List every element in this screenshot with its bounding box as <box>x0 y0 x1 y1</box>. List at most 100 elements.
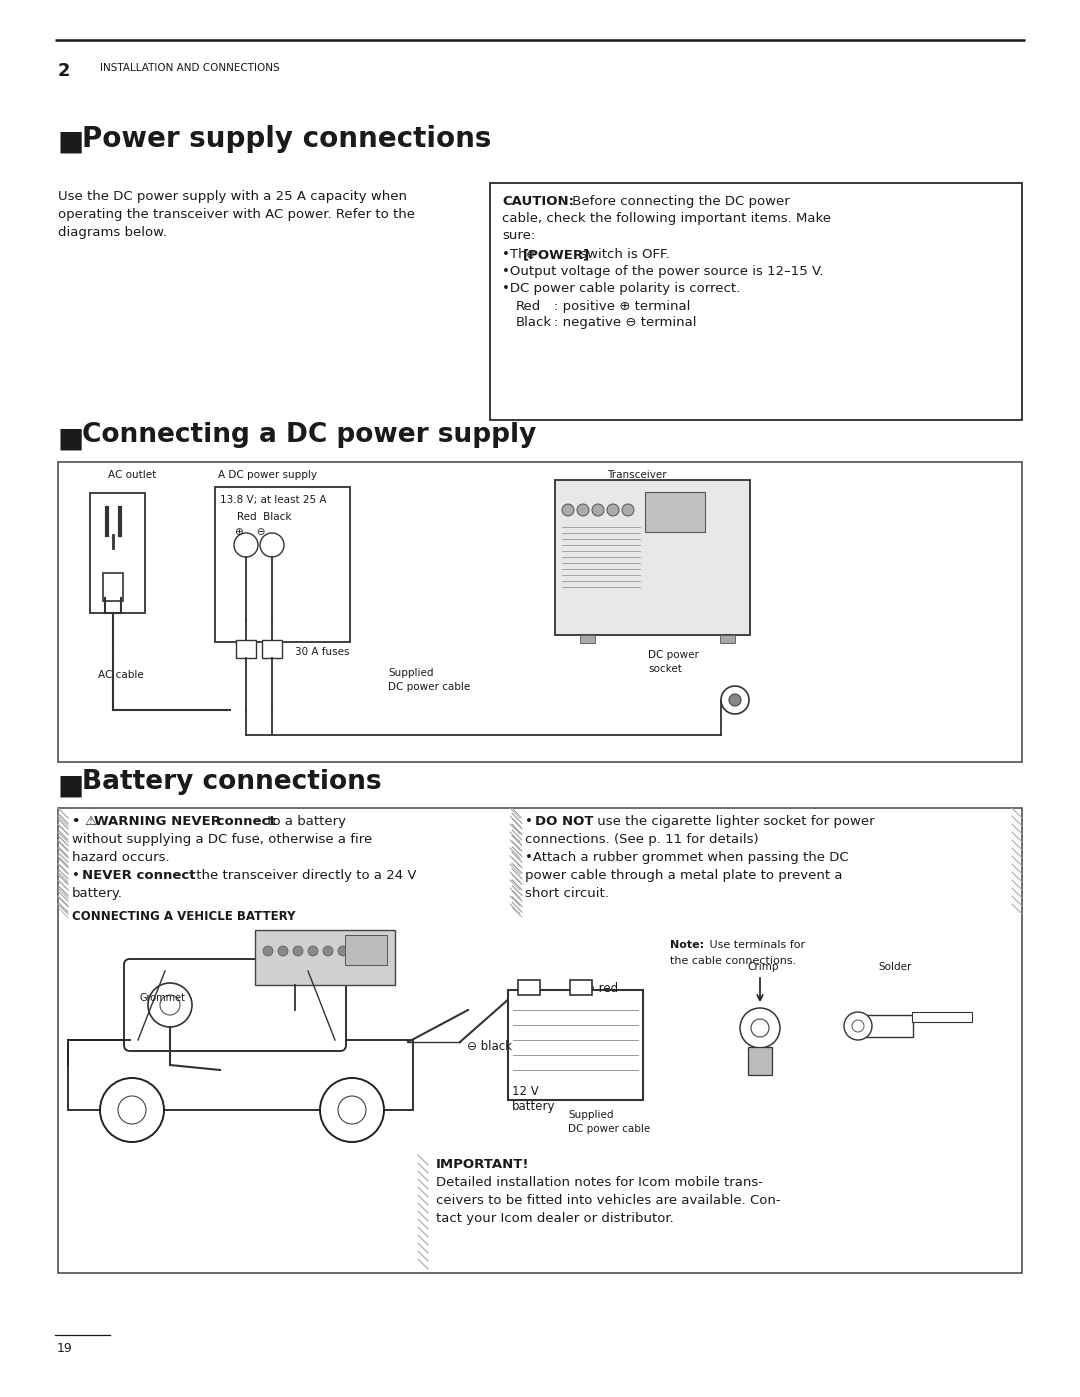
Circle shape <box>622 504 634 515</box>
Text: ceivers to be fitted into vehicles are available. Con-: ceivers to be fitted into vehicles are a… <box>436 1194 781 1207</box>
Text: Connecting a DC power supply: Connecting a DC power supply <box>82 422 537 448</box>
Text: Detailed installation notes for Icom mobile trans-: Detailed installation notes for Icom mob… <box>436 1176 762 1189</box>
Bar <box>68 1039 413 1111</box>
Circle shape <box>843 1011 872 1039</box>
Circle shape <box>562 504 573 515</box>
Circle shape <box>323 946 333 956</box>
Circle shape <box>100 1078 164 1141</box>
Text: CAUTION:: CAUTION: <box>502 196 573 208</box>
Text: NEVER connect: NEVER connect <box>82 869 195 882</box>
Bar <box>262 640 282 658</box>
Circle shape <box>740 1009 780 1048</box>
Text: Transceiver: Transceiver <box>607 469 666 481</box>
Text: AC outlet: AC outlet <box>108 469 157 481</box>
Text: the transceiver directly to a 24 V: the transceiver directly to a 24 V <box>192 869 417 882</box>
Text: sure:: sure: <box>502 229 536 242</box>
Circle shape <box>160 995 180 1016</box>
Text: socket: socket <box>648 664 681 673</box>
Text: Crimp: Crimp <box>747 963 779 972</box>
Text: ⊕ red: ⊕ red <box>585 982 618 995</box>
Circle shape <box>721 686 750 714</box>
Text: • ⚠: • ⚠ <box>72 814 97 828</box>
Text: connect: connect <box>212 814 275 828</box>
Text: ⊖ black: ⊖ black <box>467 1039 512 1053</box>
Text: ■: ■ <box>57 425 83 453</box>
Text: battery: battery <box>512 1099 555 1113</box>
Circle shape <box>353 946 363 956</box>
Text: Note:: Note: <box>670 940 704 950</box>
Text: DC power cable: DC power cable <box>388 682 470 692</box>
Bar <box>858 1016 913 1037</box>
Text: •The: •The <box>502 249 539 261</box>
Text: •DC power cable polarity is correct.: •DC power cable polarity is correct. <box>502 282 740 295</box>
Text: : negative ⊖ terminal: : negative ⊖ terminal <box>554 316 697 330</box>
Text: •: • <box>525 814 532 828</box>
Text: the cable connections.: the cable connections. <box>670 956 796 965</box>
Text: WARNING NEVER: WARNING NEVER <box>94 814 221 828</box>
Bar <box>345 935 387 965</box>
Text: ⊕    ⊖: ⊕ ⊖ <box>235 527 266 536</box>
Text: switch is OFF.: switch is OFF. <box>576 249 670 261</box>
Bar <box>720 636 735 643</box>
Text: DC power cable: DC power cable <box>568 1125 650 1134</box>
Text: Solder: Solder <box>878 963 912 972</box>
Bar <box>237 640 256 658</box>
Text: operating the transceiver with AC power. Refer to the: operating the transceiver with AC power.… <box>58 208 415 221</box>
Bar <box>103 573 123 601</box>
Circle shape <box>729 694 741 705</box>
Circle shape <box>852 1020 864 1032</box>
Text: diagrams below.: diagrams below. <box>58 226 167 239</box>
Circle shape <box>260 534 284 557</box>
Text: Black: Black <box>516 316 552 330</box>
Text: hazard occurs.: hazard occurs. <box>72 851 170 863</box>
Bar <box>58 462 1022 761</box>
Text: Grommet: Grommet <box>140 993 186 1003</box>
Text: Supplied: Supplied <box>568 1111 613 1120</box>
Circle shape <box>338 946 348 956</box>
Bar <box>518 981 540 995</box>
Text: ■: ■ <box>57 129 83 156</box>
Text: 12 V: 12 V <box>512 1085 539 1098</box>
Text: to a battery: to a battery <box>264 814 346 828</box>
Text: use the cigarette lighter socket for power: use the cigarette lighter socket for pow… <box>593 814 875 828</box>
Circle shape <box>148 983 192 1027</box>
Text: A DC power supply: A DC power supply <box>218 469 318 481</box>
Text: Before connecting the DC power: Before connecting the DC power <box>568 196 789 208</box>
Text: Supplied: Supplied <box>388 668 433 678</box>
Circle shape <box>751 1018 769 1037</box>
Bar <box>90 493 145 613</box>
Text: power cable through a metal plate to prevent a: power cable through a metal plate to pre… <box>525 869 842 882</box>
Bar <box>255 930 395 985</box>
Text: DC power: DC power <box>648 650 699 659</box>
Text: battery.: battery. <box>72 887 123 900</box>
Bar <box>490 183 1022 420</box>
Circle shape <box>234 534 258 557</box>
Text: 30 A fuses: 30 A fuses <box>295 647 350 657</box>
Text: AC cable: AC cable <box>98 671 144 680</box>
Circle shape <box>118 1097 146 1125</box>
Text: •: • <box>72 869 80 882</box>
Text: Red: Red <box>516 300 541 313</box>
Text: connections. (See p. 11 for details): connections. (See p. 11 for details) <box>525 833 758 847</box>
Circle shape <box>278 946 288 956</box>
Bar <box>645 492 705 532</box>
Circle shape <box>368 946 378 956</box>
Text: Red  Black: Red Black <box>237 511 292 522</box>
Text: CONNECTING A VEHICLE BATTERY: CONNECTING A VEHICLE BATTERY <box>72 909 296 923</box>
Text: 19: 19 <box>57 1343 72 1355</box>
Text: [POWER]: [POWER] <box>523 249 591 261</box>
Circle shape <box>577 504 589 515</box>
Bar <box>58 807 1022 1273</box>
Text: Power supply connections: Power supply connections <box>82 124 491 154</box>
Text: IMPORTANT!: IMPORTANT! <box>436 1158 529 1171</box>
Text: ■: ■ <box>57 773 83 800</box>
Text: •Output voltage of the power source is 12–15 V.: •Output voltage of the power source is 1… <box>502 265 824 278</box>
Text: 2: 2 <box>58 61 70 80</box>
Circle shape <box>293 946 303 956</box>
Circle shape <box>607 504 619 515</box>
Bar <box>215 488 350 643</box>
Bar <box>508 990 643 1099</box>
Circle shape <box>308 946 318 956</box>
Circle shape <box>264 946 273 956</box>
Bar <box>748 1046 772 1076</box>
